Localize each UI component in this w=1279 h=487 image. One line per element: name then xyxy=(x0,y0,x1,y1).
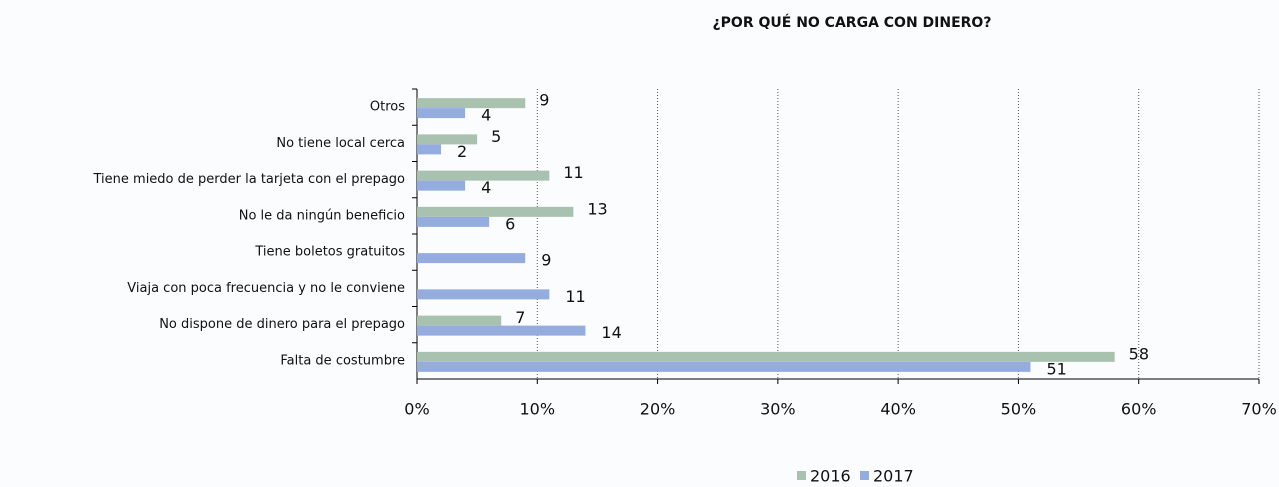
y-tick-label: Viaja con poca frecuencia y no le convie… xyxy=(127,281,405,296)
x-tick-label: 40% xyxy=(880,400,916,419)
bar xyxy=(417,325,586,336)
bar xyxy=(417,253,526,264)
data-label: 11 xyxy=(565,287,585,306)
data-label: 58 xyxy=(1129,344,1149,363)
bar xyxy=(417,361,1031,372)
y-tick-label: No tiene local cerca xyxy=(276,136,405,151)
bar xyxy=(417,180,466,191)
bar xyxy=(417,315,502,326)
y-tick-label: Tiene miedo de perder la tarjeta con el … xyxy=(93,172,406,187)
bar xyxy=(417,134,478,145)
data-label: 4 xyxy=(481,106,491,125)
bar xyxy=(417,216,490,227)
bar xyxy=(417,108,466,119)
x-tick-label: 60% xyxy=(1121,400,1157,419)
bar xyxy=(417,206,574,217)
x-tick-label: 20% xyxy=(640,400,676,419)
bar xyxy=(417,98,526,109)
data-label: 6 xyxy=(505,214,515,233)
bar xyxy=(417,170,550,181)
data-label: 7 xyxy=(515,308,525,327)
bar xyxy=(417,351,1115,362)
x-tick-label: 50% xyxy=(1001,400,1037,419)
data-label: 51 xyxy=(1046,359,1066,378)
chart-title: ¿POR QUÉ NO CARGA CON DINERO? xyxy=(713,14,992,31)
legend-swatch xyxy=(860,471,869,480)
legend-label: 2016 xyxy=(810,467,851,486)
legend-swatch xyxy=(797,471,806,480)
y-tick-label: Falta de costumbre xyxy=(280,353,405,368)
x-tick-label: 70% xyxy=(1241,400,1277,419)
bar xyxy=(417,289,550,300)
data-label: 5 xyxy=(491,127,501,146)
y-tick-label: No le da ningún beneficio xyxy=(239,208,405,223)
data-label: 11 xyxy=(563,163,583,182)
data-label: 4 xyxy=(481,178,491,197)
bar xyxy=(417,144,442,155)
data-label: 13 xyxy=(587,199,607,218)
x-tick-label: 10% xyxy=(520,400,556,419)
x-tick-label: 0% xyxy=(404,400,429,419)
y-tick-label: Tiene boletos gratuitos xyxy=(254,245,405,260)
data-label: 9 xyxy=(539,91,549,110)
y-tick-label: No dispone de dinero para el prepago xyxy=(159,317,405,332)
x-tick-label: 30% xyxy=(760,400,796,419)
y-tick-label: Otros xyxy=(370,100,405,115)
data-label: 2 xyxy=(457,142,467,161)
legend-label: 2017 xyxy=(873,467,914,486)
data-label: 14 xyxy=(601,323,621,342)
data-label: 9 xyxy=(541,251,551,270)
